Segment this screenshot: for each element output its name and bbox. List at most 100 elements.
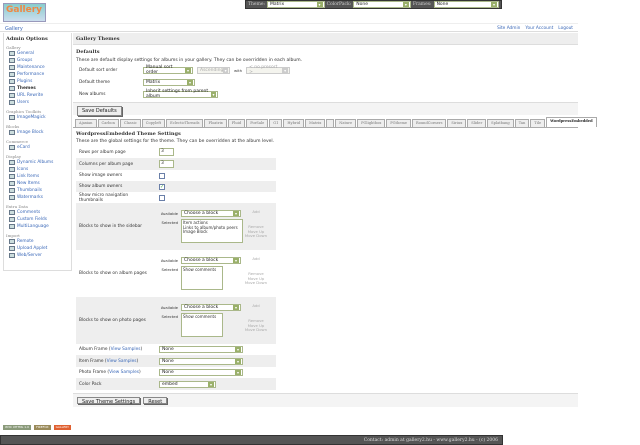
- tab-splatbang[interactable]: Splatbang: [487, 119, 514, 127]
- sidebar-item-general[interactable]: General: [6, 50, 69, 57]
- rows-input[interactable]: 3: [159, 148, 174, 156]
- sidebar-item-users[interactable]: Users: [6, 99, 69, 106]
- sidebar-item-watermarks[interactable]: Watermarks: [6, 194, 69, 201]
- tab-hybrid[interactable]: Hybrid: [283, 119, 305, 127]
- colorpack-select[interactable]: None ▾: [353, 1, 411, 8]
- tab-g1[interactable]: G1: [269, 119, 283, 127]
- cols-input[interactable]: 3: [159, 160, 174, 168]
- tab-tile[interactable]: Tile: [530, 119, 546, 127]
- save-theme-settings-button[interactable]: Save Theme Settings: [77, 397, 141, 405]
- album-remove-button[interactable]: Remove: [248, 271, 264, 276]
- color-pack-select[interactable]: embed ▾: [159, 380, 216, 388]
- tab-slider[interactable]: Slider: [467, 119, 487, 127]
- item-frame-samples-link[interactable]: View Samples: [106, 358, 137, 364]
- tab-hidden[interactable]: [326, 119, 335, 127]
- firefox-badge[interactable]: FIREFOX: [34, 425, 51, 430]
- sidebar-item-custom-fields[interactable]: Custom Fields: [6, 216, 69, 223]
- new-albums-select[interactable]: Inherit settings from parent album ▾: [143, 89, 218, 99]
- sort-direction-select[interactable]: Ascending ▾: [197, 66, 230, 74]
- sidebar-selected-list[interactable]: Item actions Links to album/photo peers Im…: [181, 219, 243, 243]
- tab-roundcorners[interactable]: RoundCorners: [411, 119, 447, 127]
- sidebar-item-maintenance[interactable]: Maintenance: [6, 64, 69, 71]
- sidebar-item-ecard[interactable]: eCard: [6, 144, 69, 151]
- tab-floatrix[interactable]: Floatrix: [204, 119, 227, 127]
- reset-button[interactable]: Reset: [143, 397, 168, 405]
- sidebar-item-new-items[interactable]: New Items: [6, 180, 69, 187]
- album-available-select[interactable]: Choose a block ▾: [181, 257, 241, 264]
- tab-pgtheme[interactable]: PGtheme: [386, 119, 411, 127]
- sidebar-item-thumbnails[interactable]: Thumbnails: [6, 187, 69, 194]
- breadcrumb-gallery[interactable]: Gallery: [5, 26, 23, 32]
- photo-move-down-button[interactable]: Move Down: [244, 327, 268, 332]
- selected-block-item[interactable]: Item actions: [183, 220, 208, 225]
- sidebar-item-web-server[interactable]: Web/Server: [6, 252, 69, 259]
- tab-matrix[interactable]: Matrix: [305, 119, 326, 127]
- tab-carbon[interactable]: Carbon: [97, 119, 119, 127]
- tab-wordpressembedded[interactable]: WordpressEmbedded: [546, 117, 597, 127]
- tab-nature[interactable]: Nature: [335, 119, 357, 127]
- sidebar-add-button[interactable]: Add: [252, 209, 260, 214]
- photo-frame-samples-link[interactable]: View Samples: [109, 370, 139, 375]
- photo-move-up-button[interactable]: Move Up: [247, 322, 265, 328]
- your-account-link[interactable]: Your Account: [525, 26, 554, 31]
- photo-selected-list[interactable]: Show comments: [181, 313, 223, 337]
- gallery-badge[interactable]: GALLERY: [53, 425, 71, 430]
- module-icon: [9, 160, 15, 165]
- default-theme-select[interactable]: Matrix ▾: [143, 78, 195, 86]
- sidebar-available-select[interactable]: Choose a block ▾: [181, 210, 241, 217]
- album-frame-select[interactable]: None ▾: [159, 346, 243, 353]
- tab-eclecticthreads[interactable]: EclecticThreads: [166, 119, 204, 127]
- sidebar-item-multilanguage[interactable]: MultiLanguage: [6, 223, 69, 230]
- sidebar-item-imagemagick[interactable]: ImageMagick: [6, 114, 69, 121]
- sidebar-item-image-block[interactable]: Image Block: [6, 129, 69, 136]
- album-frame-samples-link[interactable]: View Samples: [110, 347, 141, 352]
- frames-select[interactable]: None ▾: [433, 1, 499, 8]
- sidebar-move-down-button[interactable]: Move Down: [244, 233, 268, 238]
- tab-forsale[interactable]: ForSale: [246, 119, 269, 127]
- save-defaults-button[interactable]: Save Defaults: [77, 106, 122, 116]
- sidebar-item-upload-applet[interactable]: Upload Applet: [6, 245, 69, 252]
- sidebar-item-dynamic-albums[interactable]: Dynamic Albums: [6, 159, 69, 166]
- sidebar-item-groups[interactable]: Groups: [6, 57, 69, 64]
- album-add-button[interactable]: Add: [252, 256, 260, 261]
- sidebar-item-plugins[interactable]: Plugins: [6, 78, 69, 85]
- album-move-up-button[interactable]: Move Up: [247, 275, 265, 281]
- tab-fluid[interactable]: Fluid: [227, 119, 246, 127]
- tab-tan[interactable]: Tan: [514, 119, 530, 127]
- tab-ajaxian[interactable]: Ajaxian: [75, 119, 97, 127]
- selected-block-item[interactable]: Show comments: [183, 314, 217, 319]
- logout-link[interactable]: Logout: [558, 26, 573, 31]
- gallery-logo[interactable]: Gallery: [3, 3, 46, 22]
- tab-siriux[interactable]: Siriux: [447, 119, 467, 127]
- tab-copyleft[interactable]: Copyleft: [141, 119, 166, 127]
- sidebar-item-url-rewrite[interactable]: URL Rewrite: [6, 92, 69, 99]
- selected-block-item[interactable]: Show comments: [183, 267, 217, 272]
- sort-order-select[interactable]: Manual sort order ▾: [143, 65, 193, 75]
- sidebar-item-comments[interactable]: Comments: [6, 209, 69, 216]
- selected-block-item[interactable]: Links to album/photo peers: [183, 224, 238, 230]
- site-admin-link[interactable]: Site Admin: [497, 26, 521, 31]
- photo-frame-select[interactable]: None ▾: [159, 369, 243, 376]
- theme-select[interactable]: Matrix ▾: [267, 1, 325, 8]
- micro-nav-checkbox[interactable]: [159, 194, 165, 201]
- sidebar-item-link-items[interactable]: Link Items: [6, 173, 69, 180]
- tab-pglightbox[interactable]: PGlightbox: [357, 119, 386, 127]
- photo-add-button[interactable]: Add: [252, 303, 260, 308]
- item-frame-select[interactable]: None ▾: [159, 357, 243, 365]
- album-owners-checkbox[interactable]: ✓: [159, 183, 165, 190]
- sidebar-remove-button[interactable]: Remove: [248, 224, 264, 229]
- photo-available-select[interactable]: Choose a block ▾: [181, 304, 241, 311]
- sidebar-item-themes[interactable]: Themes: [6, 85, 69, 92]
- sidebar-item-icons[interactable]: Icons: [6, 166, 69, 173]
- selected-block-item[interactable]: Image Block: [183, 229, 208, 234]
- sidebar-item-performance[interactable]: Performance: [6, 71, 69, 78]
- photo-remove-button[interactable]: Remove: [248, 318, 264, 323]
- sidebar-item-remote[interactable]: Remote: [6, 238, 69, 245]
- sidebar-move-up-button[interactable]: Move Up: [247, 228, 265, 234]
- tab-classic[interactable]: Classic: [119, 119, 141, 127]
- album-selected-list[interactable]: Show comments: [181, 266, 223, 290]
- presort-select[interactable]: < no presort > ▾: [246, 65, 291, 75]
- album-move-down-button[interactable]: Move Down: [244, 280, 268, 285]
- image-owners-checkbox[interactable]: [159, 172, 165, 179]
- xhtml-badge[interactable]: W3C XHTML 1.0: [3, 425, 32, 430]
